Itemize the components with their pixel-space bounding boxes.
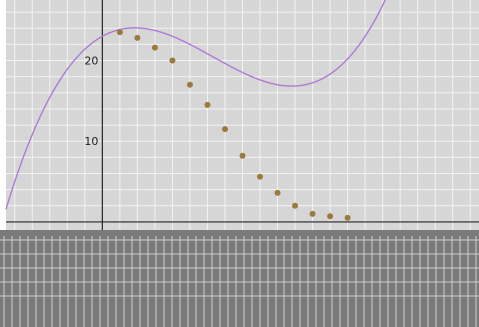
data-point bbox=[344, 214, 351, 221]
data-point bbox=[169, 57, 176, 64]
axes bbox=[6, 0, 479, 230]
y-tick-label: 20 bbox=[84, 55, 98, 68]
data-point bbox=[292, 202, 299, 209]
data-point bbox=[221, 126, 228, 133]
data-point bbox=[239, 152, 246, 159]
y-tick-label: 10 bbox=[84, 135, 98, 148]
data-point bbox=[116, 29, 123, 36]
data-point bbox=[186, 81, 193, 88]
bottom-strip bbox=[0, 230, 479, 327]
data-point bbox=[274, 189, 281, 196]
fitted-curve bbox=[5, 0, 387, 210]
data-points bbox=[116, 29, 351, 221]
data-point bbox=[204, 101, 211, 108]
bottom-strip-band bbox=[0, 230, 479, 327]
data-point bbox=[151, 44, 158, 51]
data-point bbox=[134, 34, 141, 41]
data-point bbox=[327, 213, 334, 220]
y-ticks: 10 20 bbox=[84, 55, 98, 149]
data-point bbox=[309, 210, 316, 217]
data-point bbox=[257, 173, 264, 180]
